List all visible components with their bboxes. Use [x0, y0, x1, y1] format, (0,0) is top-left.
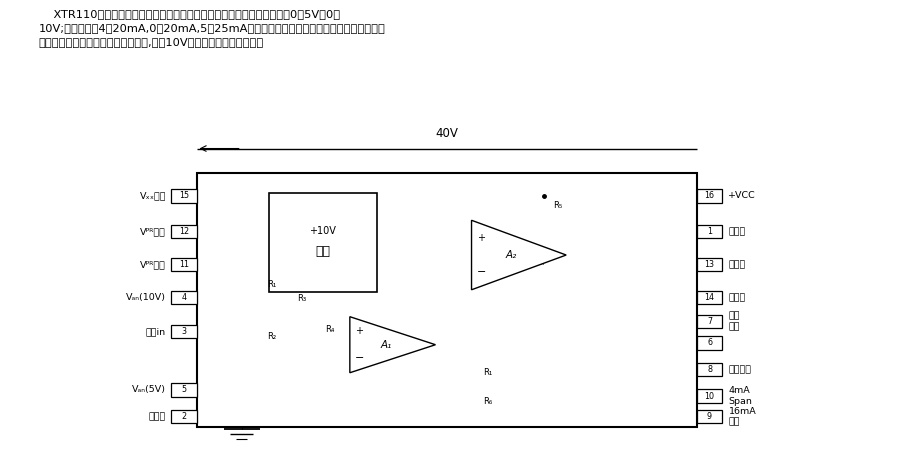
Polygon shape: [350, 317, 435, 373]
Text: 1: 1: [707, 227, 712, 236]
Text: 4: 4: [181, 293, 187, 302]
Text: 11: 11: [179, 260, 189, 269]
Text: R₁: R₁: [483, 368, 492, 377]
Text: 10: 10: [705, 392, 715, 400]
Polygon shape: [197, 173, 697, 427]
Text: A₂: A₂: [506, 250, 517, 260]
Text: 公共端: 公共端: [149, 412, 166, 421]
Polygon shape: [697, 390, 722, 403]
Text: R₅: R₅: [552, 201, 562, 210]
Polygon shape: [171, 383, 197, 396]
Polygon shape: [697, 291, 722, 304]
Text: −: −: [356, 353, 365, 363]
Text: Vᴾᴿ检测: Vᴾᴿ检测: [140, 260, 166, 269]
Text: 5: 5: [181, 385, 187, 395]
Text: 13: 13: [705, 260, 715, 269]
Polygon shape: [472, 220, 566, 290]
Polygon shape: [697, 363, 722, 376]
Text: 7: 7: [707, 317, 712, 326]
Text: 40V: 40V: [435, 128, 458, 140]
Text: 密电阻网络提供输入扫描和电流偏置,内部10V基准用于驱动外部电路。: 密电阻网络提供输入扫描和电流偏置,内部10V基准用于驱动外部电路。: [39, 37, 264, 47]
Text: −: −: [477, 266, 486, 276]
Text: Vₓₓ加压: Vₓₓ加压: [140, 192, 166, 201]
Text: XTR110是一个用于模拟信号传输的精密型电压电流变送器。输入电压为0～5V或0～: XTR110是一个用于模拟信号传输的精密型电压电流变送器。输入电压为0～5V或0…: [39, 10, 340, 20]
Text: 基准: 基准: [316, 245, 330, 258]
Polygon shape: [171, 258, 197, 271]
Polygon shape: [171, 225, 197, 238]
Text: 源驱动: 源驱动: [728, 293, 746, 302]
Text: A₁: A₁: [380, 340, 392, 350]
Text: 14: 14: [705, 293, 715, 302]
Text: 16mA
刻度: 16mA 刻度: [728, 407, 756, 426]
Polygon shape: [171, 291, 197, 304]
Text: 15: 15: [179, 192, 189, 201]
Polygon shape: [697, 225, 722, 238]
Text: 12: 12: [179, 227, 189, 236]
Text: 3: 3: [181, 327, 187, 336]
Text: Vₐₙ(10V): Vₐₙ(10V): [126, 293, 166, 302]
Polygon shape: [171, 325, 197, 338]
Text: 8: 8: [707, 365, 712, 374]
Text: 9: 9: [707, 412, 712, 421]
Text: 10V;输出电流为4～20mA,0～20mA,5～25mA和许多其他使用范围的电流信号。芯片上的精: 10V;输出电流为4～20mA,0～20mA,5～25mA和许多其他使用范围的电…: [39, 23, 385, 33]
Text: 16: 16: [705, 192, 715, 201]
Text: 失调
调节: 失调 调节: [728, 312, 740, 331]
Polygon shape: [171, 189, 197, 203]
Text: +10V: +10V: [309, 227, 336, 237]
Text: 6: 6: [707, 338, 712, 347]
Text: Vₐₙ(5V): Vₐₙ(5V): [132, 385, 166, 395]
Polygon shape: [171, 410, 197, 423]
Text: 超度调节: 超度调节: [728, 365, 751, 374]
Polygon shape: [697, 336, 722, 350]
Text: 2: 2: [181, 412, 187, 421]
Polygon shape: [697, 258, 722, 271]
Text: R₂: R₂: [267, 332, 276, 341]
Polygon shape: [268, 193, 377, 292]
Text: R₆: R₆: [483, 397, 492, 406]
Text: +: +: [477, 232, 485, 242]
Text: 源电阻: 源电阻: [728, 227, 746, 236]
Text: R₄: R₄: [534, 258, 544, 267]
Text: 基准in: 基准in: [146, 327, 166, 336]
Text: Vᴾᴿ读出: Vᴾᴿ读出: [140, 227, 166, 236]
Text: +: +: [356, 326, 363, 336]
Text: 源检测: 源检测: [728, 260, 746, 269]
Polygon shape: [697, 410, 722, 423]
Text: R₄: R₄: [326, 325, 335, 334]
Text: +VCC: +VCC: [728, 192, 756, 201]
Text: R₁: R₁: [267, 281, 276, 289]
Polygon shape: [697, 315, 722, 328]
Text: R₃: R₃: [297, 294, 306, 303]
Polygon shape: [697, 189, 722, 203]
Text: 4mA
Span: 4mA Span: [728, 386, 752, 406]
